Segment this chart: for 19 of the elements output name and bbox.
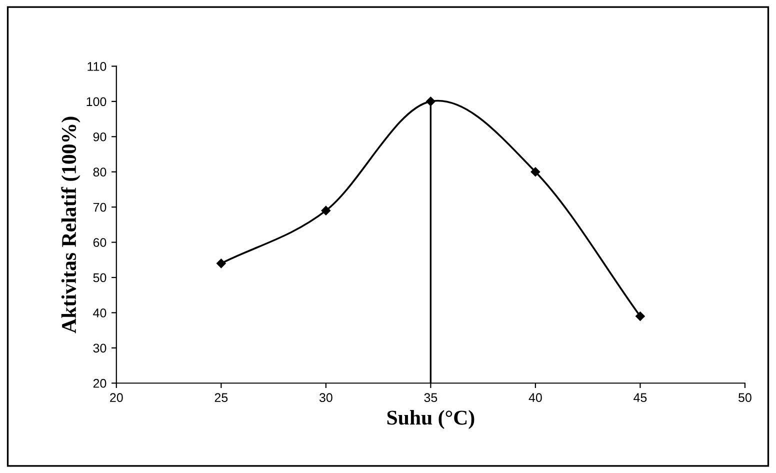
y-tick-label: 60 [93,238,106,247]
x-tick-label: 35 [424,393,438,402]
y-tick-label: 30 [93,344,106,353]
y-tick-label: 20 [93,378,106,388]
y-axis-title: Aktivitas Relatif (100%) [61,116,80,334]
x-tick-label: 50 [738,393,752,402]
y-tick-label: 50 [93,273,106,282]
y-tick-label: 100 [86,97,106,106]
y-tick-label: 70 [93,202,106,212]
y-tick-label: 80 [93,168,106,177]
x-axis-title: Suhu (°C) [387,410,474,429]
x-tick-label: 25 [214,393,228,402]
x-tick-label: 45 [634,393,647,402]
y-tick-label: 110 [88,62,106,71]
x-tick-label: 30 [319,393,332,402]
y-tick-label: 90 [93,132,106,142]
y-tick-label: 40 [93,308,106,318]
x-tick-label: 20 [110,393,123,402]
x-tick-label: 40 [528,393,542,402]
